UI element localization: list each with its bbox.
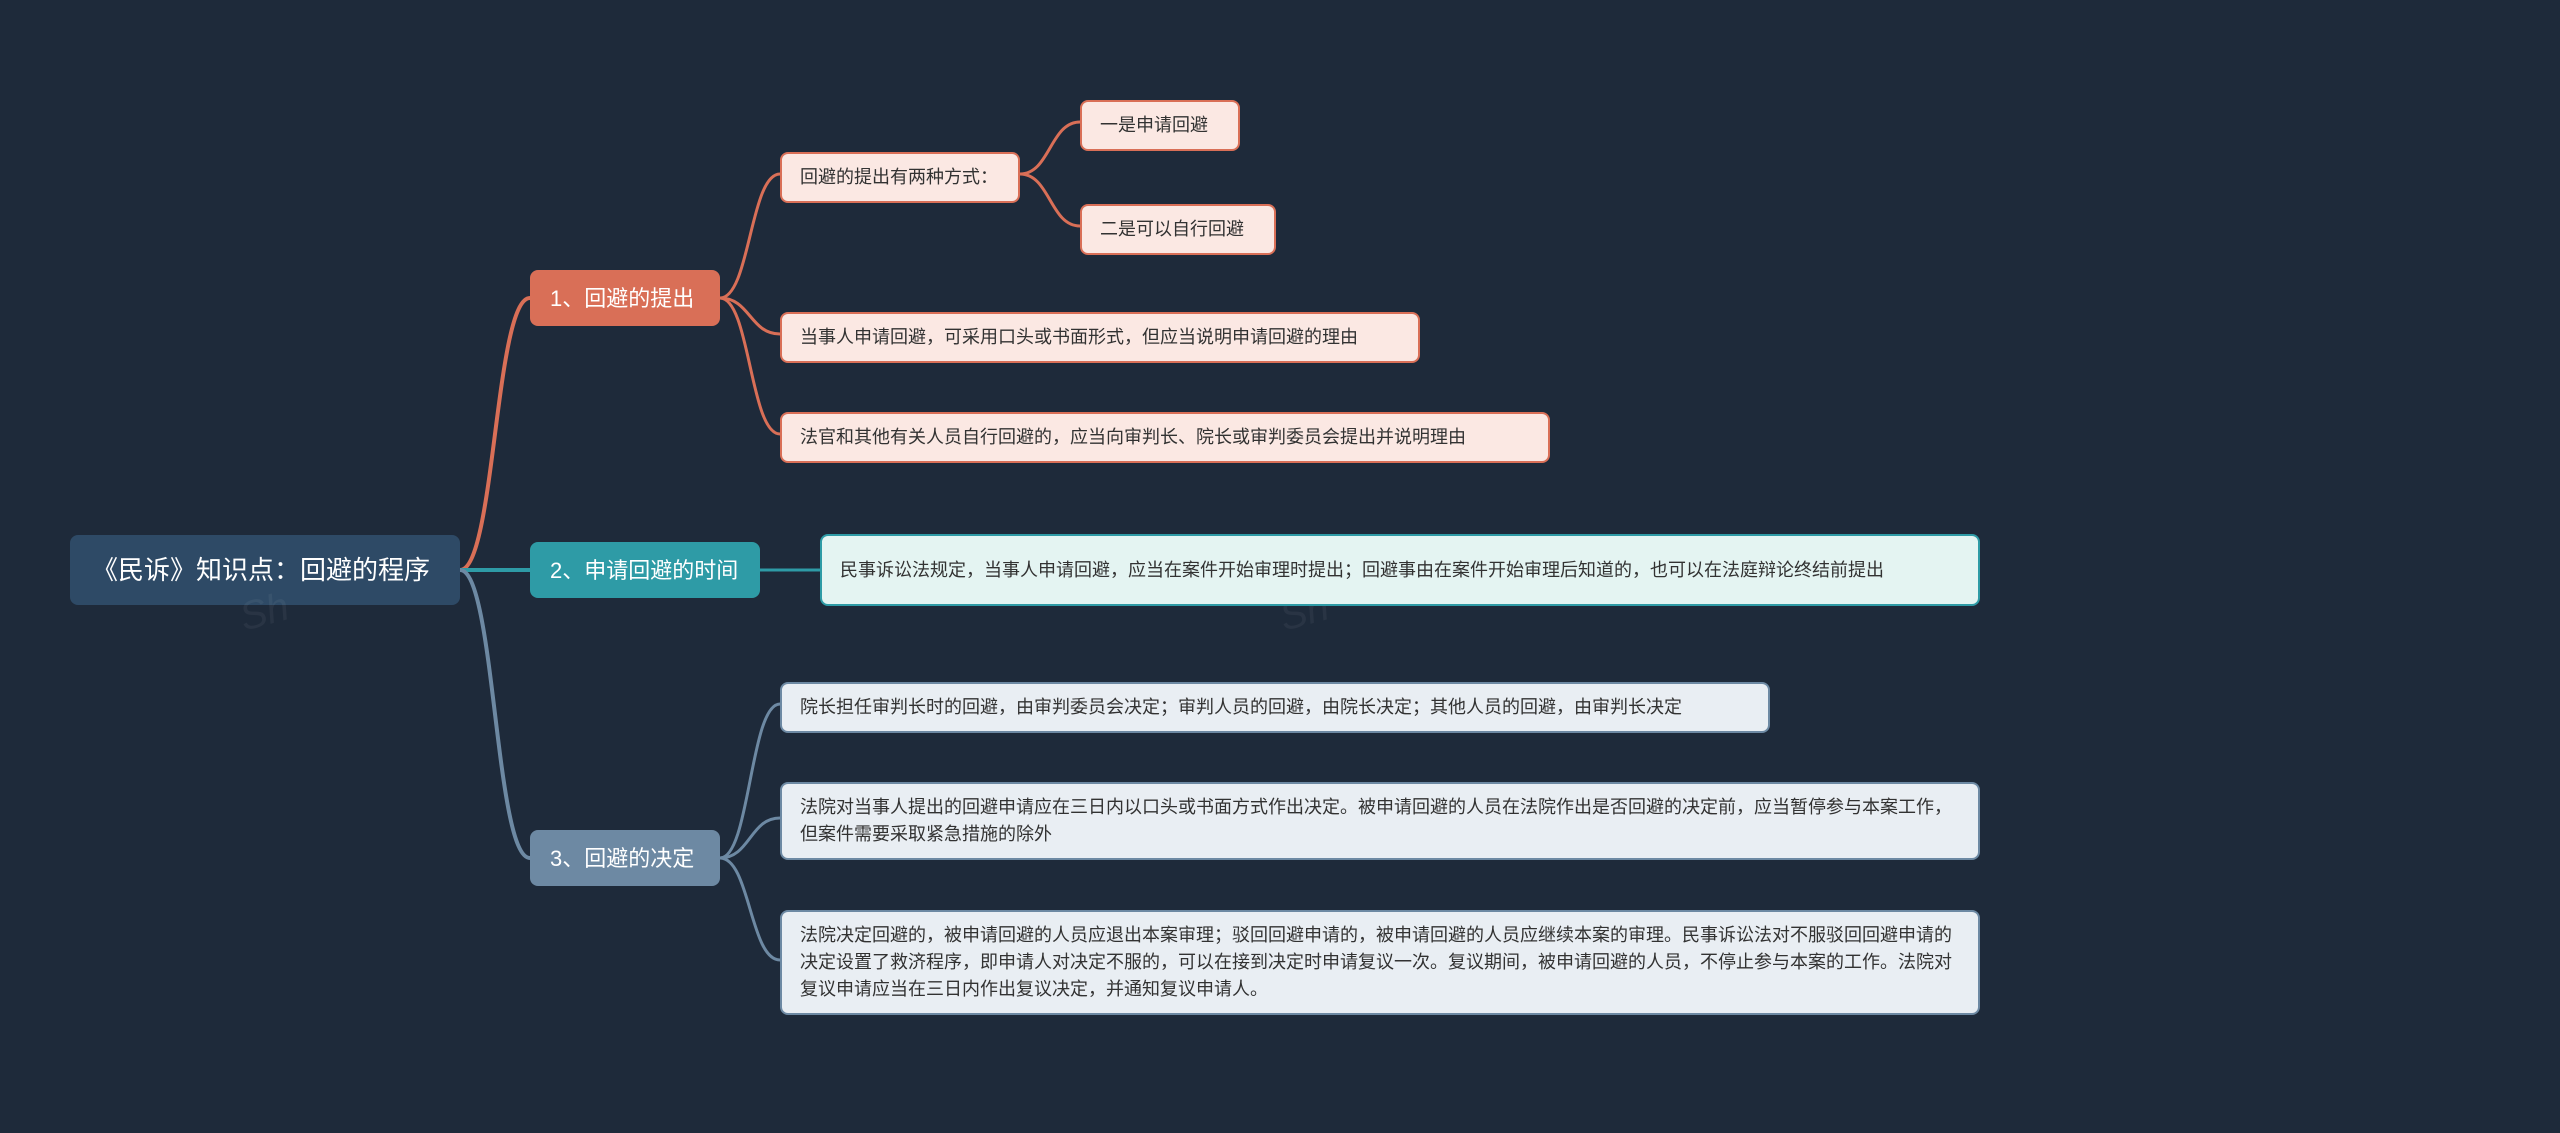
mindmap-branch[interactable]: 2、申请回避的时间 (530, 542, 760, 598)
mindmap-leaf[interactable]: 一是申请回避 (1080, 100, 1240, 151)
branch-label: 2、申请回避的时间 (550, 554, 738, 587)
leaf-label: 一是申请回避 (1100, 112, 1208, 139)
mindmap-leaf[interactable]: 回避的提出有两种方式： (780, 152, 1020, 203)
mindmap-leaf[interactable]: 二是可以自行回避 (1080, 204, 1276, 255)
mindmap-leaf[interactable]: 法院对当事人提出的回避申请应在三日内以口头或书面方式作出决定。被申请回避的人员在… (780, 782, 1980, 860)
mindmap-leaf[interactable]: 法官和其他有关人员自行回避的，应当向审判长、院长或审判委员会提出并说明理由 (780, 412, 1550, 463)
leaf-label: 回避的提出有两种方式： (800, 164, 998, 191)
leaf-label: 法院决定回避的，被申请回避的人员应退出本案审理；驳回回避申请的，被申请回避的人员… (800, 922, 1960, 1003)
leaf-label: 民事诉讼法规定，当事人申请回避，应当在案件开始审理时提出；回避事由在案件开始审理… (840, 557, 1884, 584)
mindmap-leaf[interactable]: 法院决定回避的，被申请回避的人员应退出本案审理；驳回回避申请的，被申请回避的人员… (780, 910, 1980, 1015)
mindmap-branch[interactable]: 1、回避的提出 (530, 270, 720, 326)
leaf-label: 当事人申请回避，可采用口头或书面形式，但应当说明申请回避的理由 (800, 324, 1358, 351)
mindmap-branch[interactable]: 3、回避的决定 (530, 830, 720, 886)
mindmap-leaf[interactable]: 院长担任审判长时的回避，由审判委员会决定；审判人员的回避，由院长决定；其他人员的… (780, 682, 1770, 733)
branch-label: 3、回避的决定 (550, 842, 694, 875)
mindmap-root[interactable]: 《民诉》知识点：回避的程序 (70, 535, 460, 605)
leaf-label: 法院对当事人提出的回避申请应在三日内以口头或书面方式作出决定。被申请回避的人员在… (800, 794, 1960, 848)
leaf-label: 二是可以自行回避 (1100, 216, 1244, 243)
leaf-label: 法官和其他有关人员自行回避的，应当向审判长、院长或审判委员会提出并说明理由 (800, 424, 1466, 451)
mindmap-leaf[interactable]: 民事诉讼法规定，当事人申请回避，应当在案件开始审理时提出；回避事由在案件开始审理… (820, 534, 1980, 606)
mindmap-leaf[interactable]: 当事人申请回避，可采用口头或书面形式，但应当说明申请回避的理由 (780, 312, 1420, 363)
leaf-label: 院长担任审判长时的回避，由审判委员会决定；审判人员的回避，由院长决定；其他人员的… (800, 694, 1682, 721)
branch-label: 1、回避的提出 (550, 282, 694, 315)
root-label: 《民诉》知识点：回避的程序 (92, 551, 430, 590)
